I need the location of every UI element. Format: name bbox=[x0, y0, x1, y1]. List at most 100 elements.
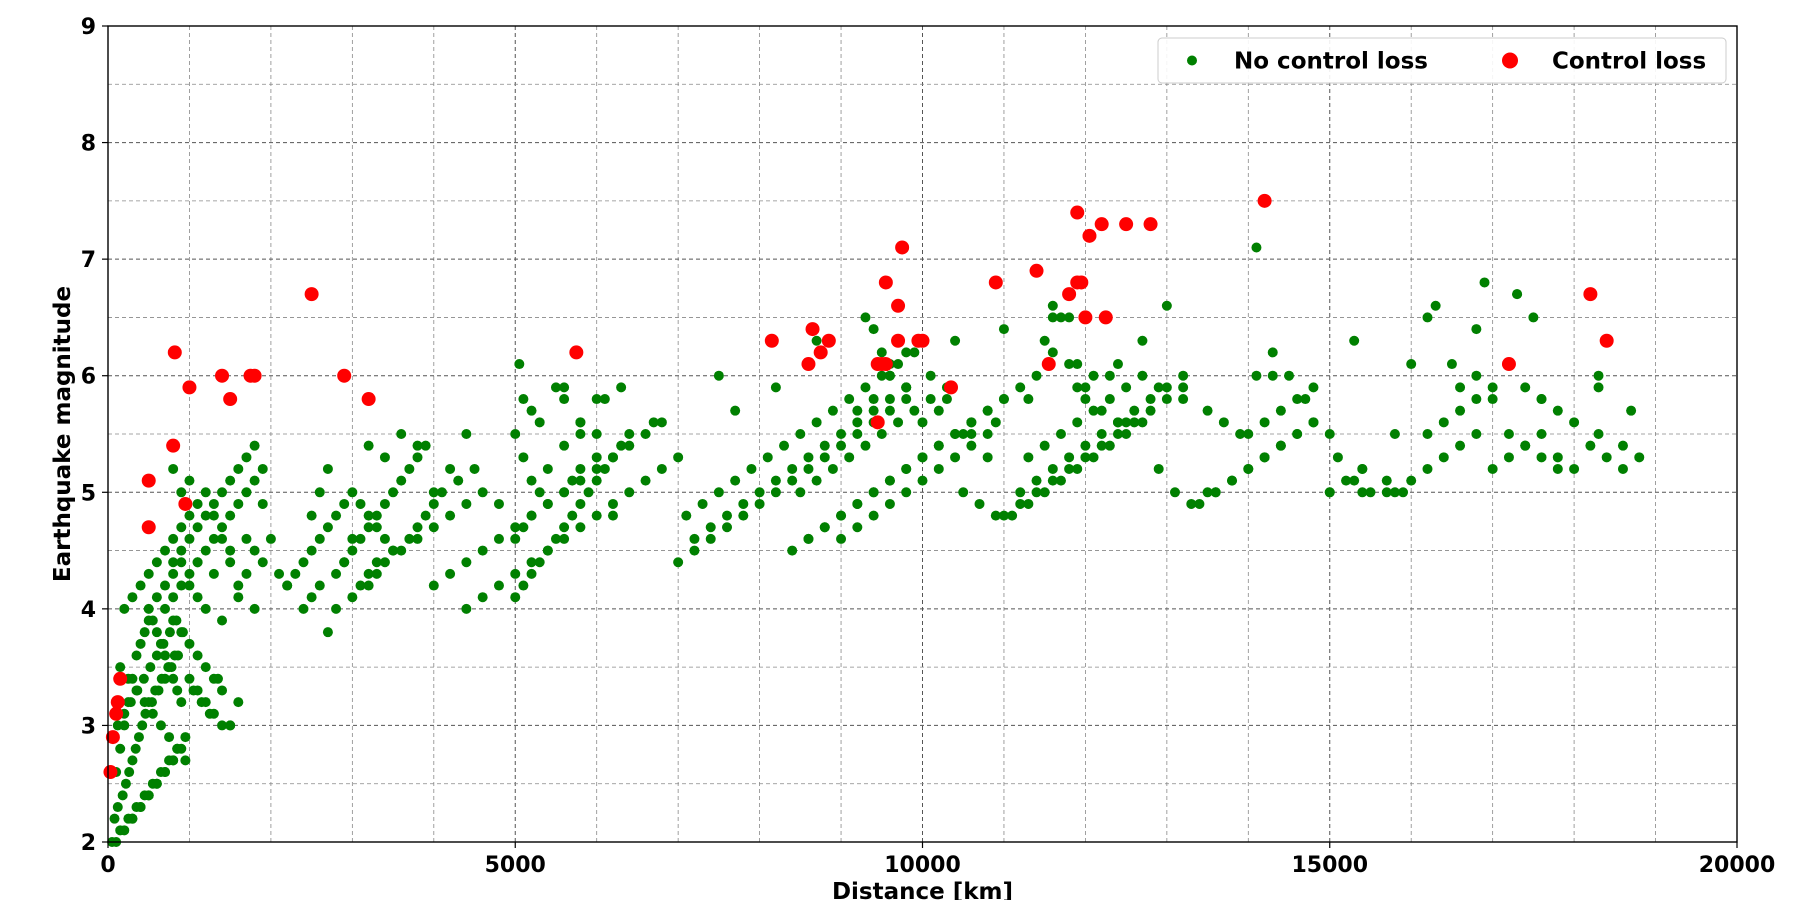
data-point bbox=[852, 498, 863, 509]
data-point bbox=[607, 452, 618, 463]
data-point bbox=[282, 580, 293, 591]
data-point bbox=[1357, 487, 1368, 498]
data-point bbox=[764, 333, 779, 348]
data-point bbox=[265, 533, 276, 544]
data-point bbox=[1381, 475, 1392, 486]
data-point bbox=[1064, 463, 1075, 474]
data-point bbox=[1070, 205, 1085, 220]
data-point bbox=[290, 568, 301, 579]
data-point bbox=[143, 603, 154, 614]
data-point bbox=[133, 732, 144, 743]
data-point bbox=[396, 545, 407, 556]
x-axis-ticks: 0 5000 10000 15000 20000 bbox=[100, 842, 1775, 878]
data-point bbox=[477, 545, 488, 556]
data-point bbox=[168, 615, 179, 626]
data-point bbox=[1072, 463, 1083, 474]
data-point bbox=[514, 359, 525, 370]
data-point bbox=[852, 522, 863, 533]
data-point bbox=[1015, 382, 1026, 393]
data-point bbox=[420, 510, 431, 521]
data-point bbox=[901, 463, 912, 474]
data-point bbox=[510, 592, 521, 603]
data-point bbox=[895, 240, 910, 255]
data-point bbox=[396, 429, 407, 439]
data-point bbox=[217, 522, 228, 533]
data-point bbox=[901, 347, 912, 358]
data-point bbox=[787, 475, 798, 486]
data-point bbox=[569, 345, 584, 360]
data-point bbox=[1072, 359, 1083, 370]
data-point bbox=[1064, 312, 1075, 323]
data-point bbox=[958, 429, 969, 439]
data-point bbox=[322, 463, 333, 474]
data-point bbox=[1569, 417, 1580, 428]
data-point bbox=[624, 440, 635, 451]
data-point bbox=[1082, 228, 1097, 243]
data-point bbox=[141, 520, 156, 535]
data-point bbox=[1072, 382, 1083, 393]
data-point bbox=[1617, 440, 1628, 451]
data-point bbox=[1178, 394, 1189, 405]
x-tick-label: 0 bbox=[100, 853, 115, 878]
data-point bbox=[119, 603, 130, 614]
x-tick-label: 20000 bbox=[1699, 853, 1776, 878]
data-point bbox=[1349, 335, 1360, 346]
y-tick-label: 9 bbox=[81, 15, 96, 40]
data-point bbox=[1080, 394, 1091, 405]
data-point bbox=[1455, 440, 1466, 451]
data-point bbox=[1031, 475, 1042, 486]
data-point bbox=[168, 533, 179, 544]
data-point bbox=[1078, 310, 1093, 325]
data-point bbox=[795, 487, 806, 498]
data-point bbox=[225, 510, 236, 521]
data-point bbox=[575, 417, 586, 428]
data-point bbox=[616, 440, 627, 451]
data-point bbox=[158, 638, 169, 649]
data-point bbox=[1593, 382, 1604, 393]
data-point bbox=[1324, 429, 1335, 439]
data-point bbox=[1471, 429, 1482, 439]
data-point bbox=[1194, 498, 1205, 509]
data-point bbox=[510, 522, 521, 533]
data-point bbox=[404, 533, 415, 544]
data-point bbox=[176, 580, 187, 591]
data-point bbox=[200, 487, 211, 498]
data-point bbox=[1039, 335, 1050, 346]
data-point bbox=[1029, 263, 1044, 278]
data-point bbox=[836, 440, 847, 451]
data-point bbox=[176, 557, 187, 568]
data-point bbox=[412, 533, 423, 544]
data-point bbox=[257, 498, 268, 509]
data-point bbox=[184, 510, 195, 521]
data-point bbox=[160, 580, 171, 591]
data-point bbox=[811, 475, 822, 486]
data-point bbox=[1389, 429, 1400, 439]
y-tick-label: 2 bbox=[81, 831, 96, 856]
data-point bbox=[591, 429, 602, 439]
data-point bbox=[363, 580, 374, 591]
data-point bbox=[314, 533, 325, 544]
data-point bbox=[966, 429, 977, 439]
data-point bbox=[477, 592, 488, 603]
data-point bbox=[559, 487, 570, 498]
data-point bbox=[868, 405, 879, 416]
data-point bbox=[233, 463, 244, 474]
data-point bbox=[738, 498, 749, 509]
data-point bbox=[801, 357, 816, 372]
data-point bbox=[363, 568, 374, 579]
data-point bbox=[1634, 452, 1645, 463]
data-point bbox=[127, 755, 138, 766]
data-point bbox=[1137, 417, 1148, 428]
data-point bbox=[1243, 463, 1254, 474]
data-point bbox=[131, 650, 142, 661]
data-point bbox=[215, 368, 230, 383]
data-point bbox=[868, 394, 879, 405]
data-point bbox=[1137, 370, 1148, 381]
data-point bbox=[233, 592, 244, 603]
data-point bbox=[379, 498, 390, 509]
data-point bbox=[559, 440, 570, 451]
data-point bbox=[844, 452, 855, 463]
data-point bbox=[1593, 429, 1604, 439]
data-point bbox=[355, 533, 366, 544]
data-point bbox=[192, 498, 203, 509]
